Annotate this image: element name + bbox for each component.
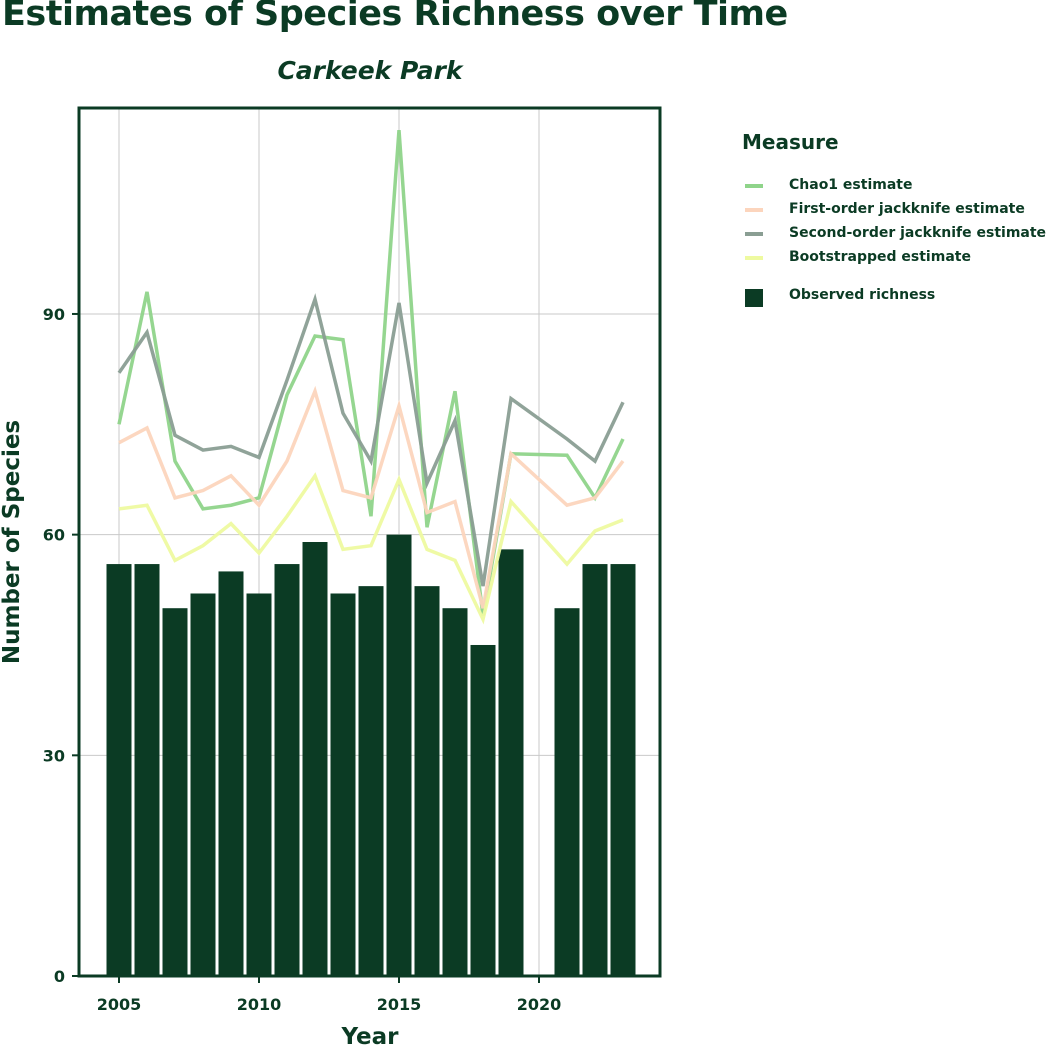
x-tick-label: 2015	[377, 995, 422, 1014]
legend-label: Bootstrapped estimate	[789, 249, 971, 265]
legend-spacer	[742, 272, 839, 286]
bar-observed-richness-2011	[274, 564, 300, 976]
axis-ticks: 2005 2010 2015 2020 0 30 60 90	[43, 305, 562, 1014]
bar-observed-richness-2013	[330, 593, 356, 976]
legend-swatch	[745, 232, 763, 236]
legend-item: Observed richness	[742, 286, 935, 310]
x-tick-label: 2010	[237, 995, 282, 1014]
legend-items: Chao1 estimate First-order jackknife esti…	[742, 176, 1046, 310]
line-bootstrapped-estimate	[118, 472, 624, 625]
legend-label: Second-order jackknife estimate	[789, 225, 1047, 241]
legend-label: Chao1 estimate	[789, 177, 913, 193]
bar-observed-richness-2016	[414, 586, 440, 976]
bar-observed-richness-2009	[218, 571, 244, 976]
bar-observed-richness-2023	[610, 564, 636, 976]
legend-label: Observed richness	[789, 287, 936, 303]
bar-observed-richness-2015	[386, 534, 412, 976]
estimate-lines	[117, 129, 625, 625]
bar-observed-richness-2022	[582, 564, 608, 976]
chart-subtitle: Carkeek Park	[277, 56, 463, 85]
y-tick-label: 60	[43, 526, 65, 545]
y-axis-title: Number of Species	[0, 420, 25, 664]
bar-observed-richness-2005	[106, 564, 132, 976]
bar-observed-richness-2010	[246, 593, 272, 976]
bar-observed-richness-2007	[162, 608, 188, 976]
y-tick-label: 0	[54, 967, 65, 986]
legend: Measure Chao1 estimate First-order jackkn…	[742, 130, 1046, 310]
bar-observed-richness-2014	[358, 586, 384, 976]
legend-swatch	[745, 256, 763, 260]
y-tick-label: 30	[43, 746, 65, 765]
bar-observed-richness-2006	[134, 564, 160, 976]
x-tick-label: 2005	[97, 995, 142, 1014]
bar-observed-richness-2019	[498, 549, 524, 976]
line-second-order-jackknife-estimate	[117, 293, 625, 587]
legend-swatch	[745, 208, 763, 212]
line-first-order-jackknife-estimate	[118, 385, 625, 609]
x-tick-label: 2020	[517, 995, 562, 1014]
plot-frame	[77, 106, 662, 978]
legend-item: First-order jackknife estimate	[742, 200, 1025, 224]
bar-observed-richness-2017	[442, 608, 468, 976]
legend-swatch	[745, 289, 763, 307]
bar-observed-richness-2008	[190, 593, 216, 976]
line-chao1-estimate	[117, 129, 625, 616]
legend-swatch	[745, 184, 763, 188]
legend-item: Bootstrapped estimate	[742, 248, 971, 272]
legend-label: First-order jackknife estimate	[789, 201, 1025, 217]
bar-observed-richness-2012	[302, 542, 328, 976]
observed-richness-bars	[106, 534, 636, 976]
legend-title: Measure	[742, 130, 839, 154]
legend-item: Second-order jackknife estimate	[742, 224, 1046, 248]
x-axis-title: Year	[340, 1024, 399, 1050]
bar-observed-richness-2021	[554, 608, 580, 976]
chart-title: Estimates of Species Richness over Time	[2, 0, 788, 34]
bar-observed-richness-2018	[470, 644, 496, 976]
legend-item: Chao1 estimate	[742, 176, 912, 200]
y-tick-label: 90	[43, 305, 65, 324]
